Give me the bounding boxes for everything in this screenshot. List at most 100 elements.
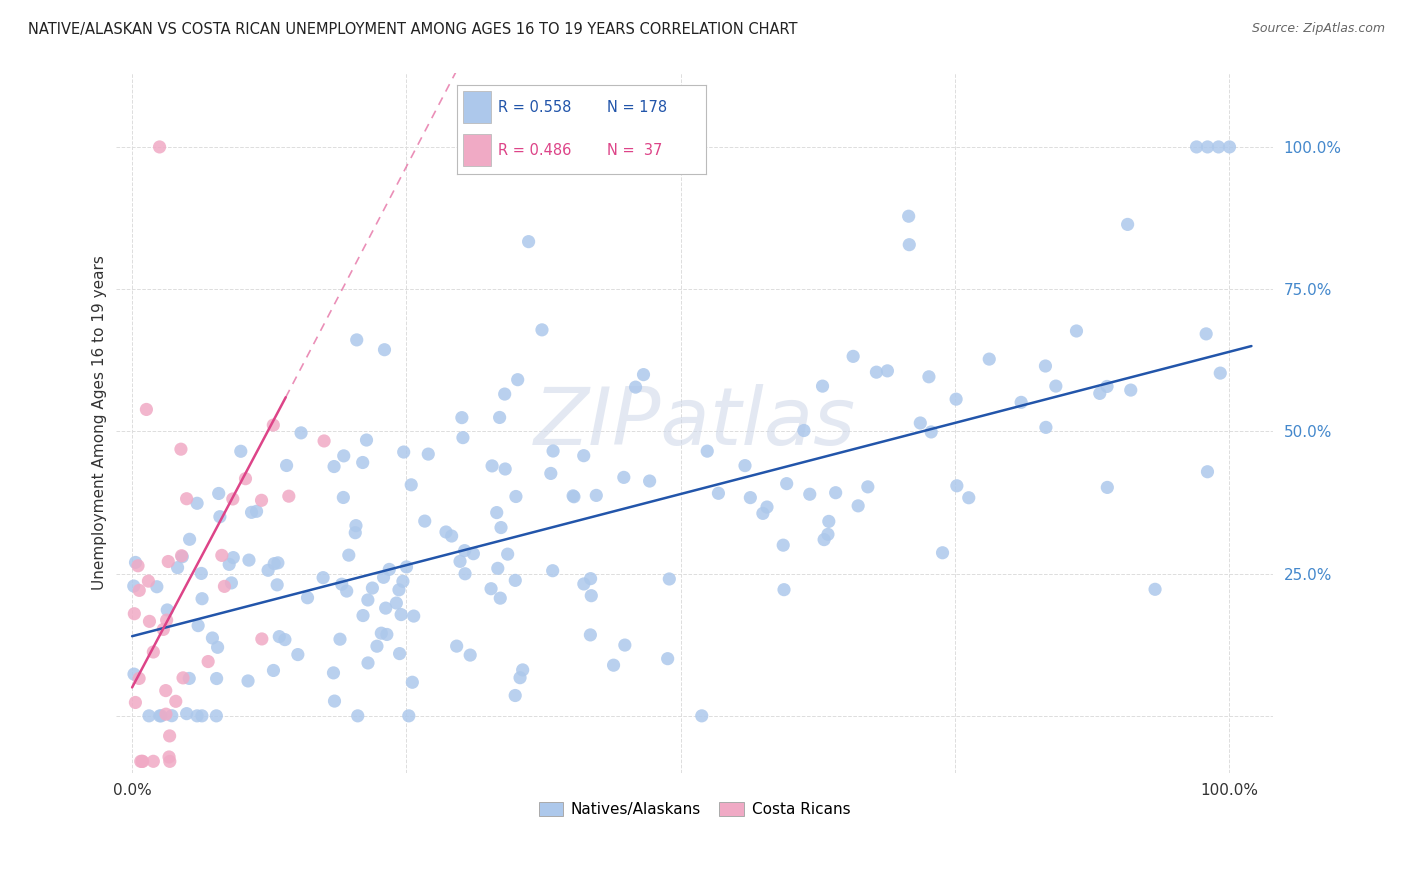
Point: [312, 571, 335, 585]
Point: [488, 410, 510, 425]
Point: [138, 709, 160, 723]
Point: [229, 444, 252, 458]
Point: [131, 755, 153, 769]
Point: [772, 538, 794, 552]
Point: [633, 368, 655, 382]
Point: [842, 350, 865, 364]
Point: [269, 630, 291, 644]
Point: [218, 558, 240, 572]
Point: [752, 507, 775, 521]
Point: [356, 433, 378, 447]
Point: [392, 445, 415, 459]
Point: [361, 581, 384, 595]
Point: [1095, 379, 1118, 393]
Point: [740, 491, 762, 505]
Point: [658, 572, 681, 586]
Point: [813, 533, 835, 547]
Point: [323, 459, 346, 474]
Point: [128, 583, 150, 598]
Point: [413, 514, 436, 528]
Point: [370, 626, 392, 640]
Point: [451, 431, 474, 445]
Point: [322, 665, 344, 680]
Point: [186, 496, 208, 510]
Point: [446, 639, 468, 653]
Point: [440, 529, 463, 543]
Point: [1066, 324, 1088, 338]
Point: [434, 524, 457, 539]
Point: [157, 555, 180, 569]
Point: [1119, 383, 1142, 397]
Point: [1185, 140, 1208, 154]
Point: [214, 579, 236, 593]
Legend: Natives/Alaskans, Costa Ricans: Natives/Alaskans, Costa Ricans: [531, 794, 858, 824]
Point: [707, 486, 730, 500]
Point: [128, 672, 150, 686]
Point: [418, 447, 440, 461]
Point: [562, 490, 585, 504]
Point: [156, 603, 179, 617]
Point: [138, 574, 160, 588]
Point: [375, 627, 398, 641]
Point: [287, 648, 309, 662]
Point: [562, 489, 585, 503]
Point: [1045, 379, 1067, 393]
Point: [876, 364, 898, 378]
Point: [453, 543, 475, 558]
Point: [817, 527, 839, 541]
Text: ZIPatlas: ZIPatlas: [533, 384, 856, 462]
Y-axis label: Unemployment Among Ages 16 to 19 years: Unemployment Among Ages 16 to 19 years: [93, 255, 107, 591]
Point: [159, 755, 181, 769]
Point: [389, 607, 412, 622]
Point: [572, 449, 595, 463]
Point: [135, 402, 157, 417]
Point: [159, 729, 181, 743]
Point: [602, 658, 624, 673]
Point: [957, 491, 980, 505]
Point: [222, 550, 245, 565]
Point: [931, 546, 953, 560]
Point: [250, 632, 273, 646]
Point: [179, 533, 201, 547]
Point: [402, 609, 425, 624]
Point: [197, 655, 219, 669]
Point: [1195, 326, 1218, 341]
Point: [236, 673, 259, 688]
Point: [346, 709, 368, 723]
Point: [541, 564, 564, 578]
Point: [1208, 140, 1230, 154]
Point: [512, 663, 534, 677]
Point: [314, 434, 336, 448]
Point: [1197, 465, 1219, 479]
Point: [979, 352, 1001, 367]
Point: [165, 694, 187, 708]
Point: [856, 480, 879, 494]
Point: [898, 237, 921, 252]
Point: [388, 582, 411, 597]
Point: [156, 613, 179, 627]
Point: [392, 574, 415, 589]
Point: [211, 549, 233, 563]
Point: [332, 491, 354, 505]
Point: [1097, 480, 1119, 494]
Point: [191, 591, 214, 606]
Point: [344, 525, 367, 540]
Point: [266, 578, 288, 592]
Point: [388, 647, 411, 661]
Point: [262, 418, 284, 433]
Point: [127, 558, 149, 573]
Point: [485, 506, 508, 520]
Point: [494, 387, 516, 401]
Point: [262, 664, 284, 678]
Point: [357, 656, 380, 670]
Point: [297, 591, 319, 605]
Point: [1035, 420, 1057, 434]
Point: [494, 462, 516, 476]
Point: [910, 416, 932, 430]
Point: [352, 456, 374, 470]
Point: [205, 709, 228, 723]
Point: [1035, 359, 1057, 373]
Point: [155, 707, 177, 722]
Point: [799, 487, 821, 501]
Point: [160, 708, 183, 723]
